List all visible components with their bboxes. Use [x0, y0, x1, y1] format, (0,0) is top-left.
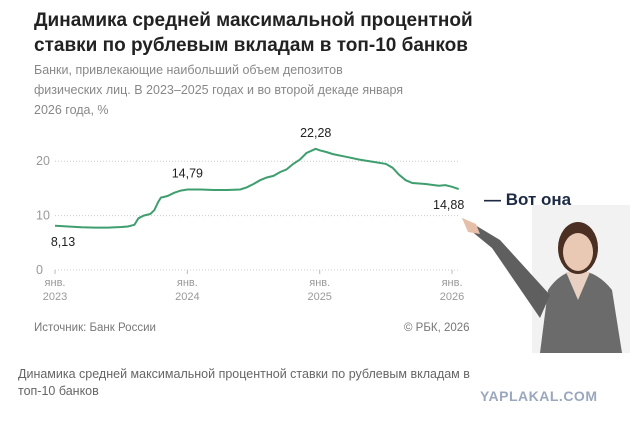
value-label: 22,28 — [300, 126, 331, 140]
y-tick-label: 0 — [36, 263, 43, 277]
chart-title: Динамика средней максимальной процентной… — [34, 10, 473, 56]
copyright: © РБК, 2026 — [404, 322, 470, 334]
source: Источник: Банк России — [34, 322, 156, 334]
line — [54, 147, 460, 229]
annotation: — Вот она — [484, 190, 572, 209]
value-label: 8,13 — [51, 235, 75, 249]
value-label: 14,79 — [172, 167, 203, 181]
photo — [462, 205, 630, 353]
x-tick-label: янв. 2023 — [42, 277, 68, 303]
arm — [462, 218, 550, 318]
value-label: 14,88 — [433, 198, 464, 212]
x-tick-label: янв. 2024 — [175, 277, 200, 303]
face — [563, 233, 593, 271]
x-tick-label: янв. 2025 — [307, 277, 332, 303]
neck — [566, 272, 590, 300]
watermark: YAPLAKAL.COM — [480, 388, 598, 404]
chart-subtitle: Банки, привлекающие наибольший объем деп… — [34, 63, 404, 117]
suit — [540, 270, 622, 353]
x-tick-label: янв. 2026 — [439, 277, 465, 303]
y-tick-label: 10 — [36, 209, 50, 223]
plot: 0 10 20 8,13 14,79 22,28 14,88 — [36, 126, 464, 277]
hand — [462, 218, 480, 234]
caption: Динамика средней максимальной процентной… — [18, 367, 470, 398]
y-tick-label: 20 — [36, 154, 50, 168]
